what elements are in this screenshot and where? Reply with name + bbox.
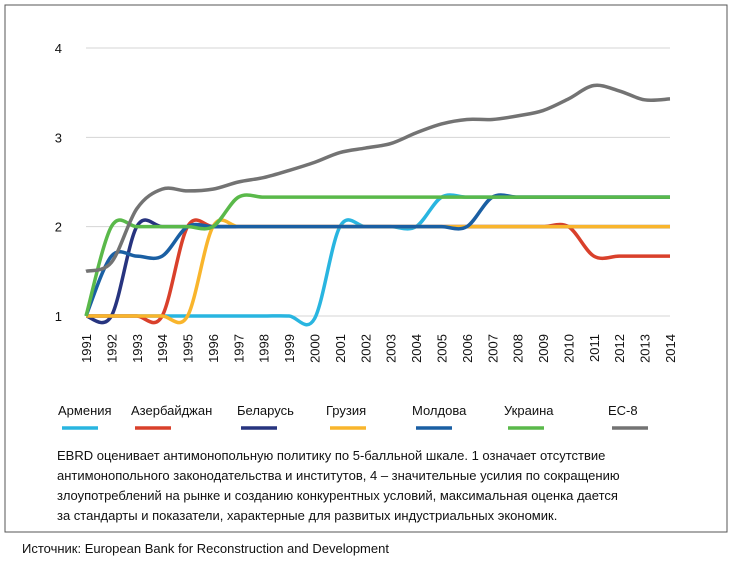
x-tick-label: 1992 (104, 334, 119, 363)
x-tick-label: 2010 (561, 334, 576, 363)
y-tick-label: 3 (55, 130, 62, 145)
legend-label: Украина (504, 403, 554, 418)
series-line (85, 83, 671, 274)
x-tick-label: 2006 (460, 334, 475, 363)
x-tick-label: 2011 (587, 334, 602, 362)
note-line: антимонопольного законодательства и инст… (57, 468, 620, 483)
legend-label: Армения (58, 403, 112, 418)
x-tick-label: 2007 (485, 334, 500, 363)
x-tick-label: 2001 (333, 334, 348, 363)
x-tick-label: 2008 (511, 334, 526, 363)
note-line: за стандарты и показатели, характерные д… (57, 508, 557, 523)
x-tick-label: 1999 (282, 334, 297, 363)
x-tick-label: 2013 (638, 334, 653, 363)
legend-label: Азербайджан (131, 403, 212, 418)
x-tick-label: 2009 (536, 334, 551, 363)
x-tick-label: 2002 (358, 334, 373, 363)
legend-label: Беларусь (237, 403, 294, 418)
x-tick-label: 2012 (612, 334, 627, 363)
x-tick-label: 1996 (206, 334, 221, 363)
legend-label: Грузия (326, 403, 366, 418)
series-line (85, 193, 670, 327)
x-tick-label: 2003 (384, 334, 399, 363)
x-tick-label: 1994 (155, 334, 170, 363)
x-tick-label: 1998 (257, 334, 272, 363)
x-tick-label: 2000 (308, 334, 323, 363)
x-tick-label: 2014 (663, 334, 678, 363)
x-tick-label: 1997 (231, 334, 246, 363)
note-line: EBRD оценивает антимонопольную политику … (57, 448, 605, 463)
x-tick-label: 1991 (79, 334, 94, 363)
x-tick-label: 1995 (181, 334, 196, 363)
x-tick-label: 1993 (130, 334, 145, 363)
series-line (84, 193, 670, 317)
series-line (84, 193, 670, 317)
x-tick-label: 2005 (434, 334, 449, 363)
series-line (85, 218, 670, 325)
frame (4, 4, 728, 533)
x-tick-label: 2004 (409, 334, 424, 363)
y-tick-label: 2 (55, 220, 62, 235)
legend-label: Молдова (412, 403, 467, 418)
source: Источник: European Bank for Reconstructi… (22, 541, 389, 556)
y-tick-label: 1 (55, 309, 62, 324)
note-line: злоупотреблений на рынке и созданию конк… (57, 488, 618, 503)
y-tick-label: 4 (55, 41, 62, 56)
legend-label: ЕС-8 (608, 403, 638, 418)
